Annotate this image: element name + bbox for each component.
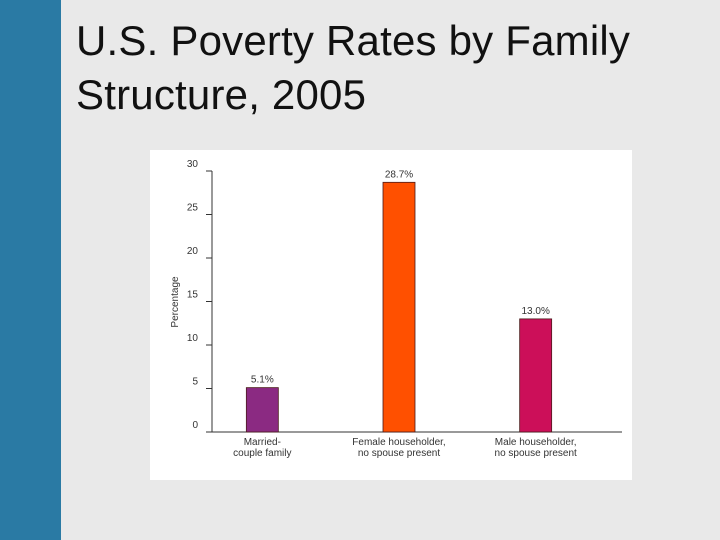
category-label: Female householder, no spouse present: [352, 437, 445, 459]
bar-value-label: 5.1%: [251, 375, 274, 386]
category-label: Married-couple family: [233, 437, 291, 459]
bar-chart: 0 5 10 15 20 25 30 5.1% 28.7% 13.0% Married-coup…: [170, 159, 622, 459]
bar: [245, 387, 279, 433]
bar-value-label: 13.0%: [521, 306, 549, 317]
y-tick-label: 25: [187, 203, 199, 214]
chart-container: 0 5 10 15 20 25 30 5.1% 28.7% 13.0% Married-coup…: [150, 150, 632, 480]
accent-sidebar: [0, 0, 61, 540]
y-axis-label: Percentage: [170, 276, 181, 328]
y-tick-label: 5: [192, 377, 198, 388]
y-tick-label: 20: [187, 246, 199, 257]
category-labels: Married-couple family Female householder,…: [233, 437, 577, 459]
bar: [519, 318, 553, 433]
chart-bars: [245, 181, 553, 433]
y-tick-label: 30: [187, 159, 199, 170]
bar: [382, 181, 416, 433]
y-axis-ticks: 0 5 10 15 20 25 30: [187, 159, 212, 433]
category-label: Male householder, no spouse present: [495, 437, 578, 459]
y-tick-label: 15: [187, 290, 199, 301]
bar-value-label: 28.7%: [385, 169, 413, 180]
y-tick-label: 10: [187, 333, 199, 344]
bar-data-labels: 5.1% 28.7% 13.0%: [251, 169, 550, 385]
y-tick-label: 0: [192, 420, 198, 431]
slide-title: U.S. Poverty Rates by Family Structure, …: [76, 17, 631, 118]
